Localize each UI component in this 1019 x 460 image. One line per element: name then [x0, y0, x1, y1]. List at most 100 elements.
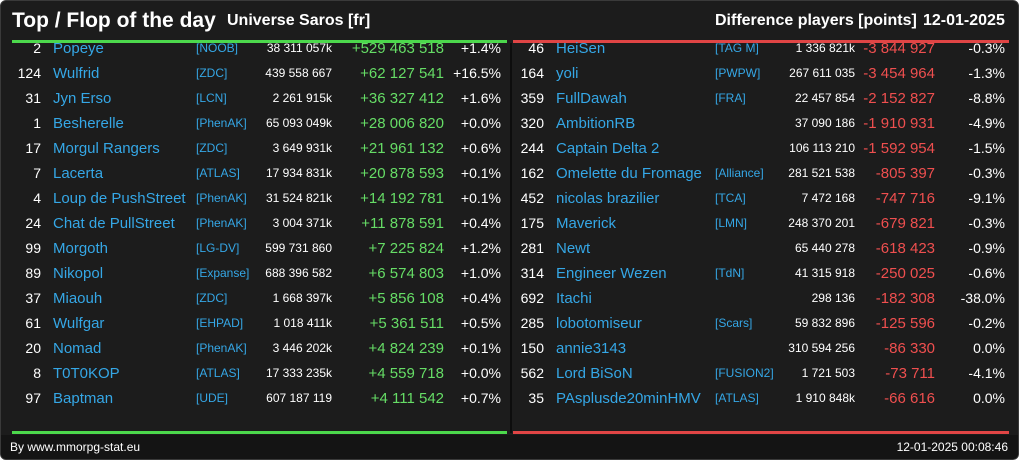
player-points: 65 093 049k — [265, 116, 332, 130]
player-name-link[interactable]: Omelette du Fromage — [556, 165, 702, 182]
alliance-tag-link[interactable]: [FUSION2] — [715, 366, 774, 380]
player-name-link[interactable]: Wulfgar — [53, 315, 105, 332]
player-points: 2 261 915k — [272, 91, 332, 105]
flop-row: 164 yoli [PWPW] 267 611 035 -3 454 964 -1.3% — [504, 61, 1005, 86]
alliance-tag-link[interactable]: [LG-DV] — [196, 241, 240, 255]
alliance-tag-link[interactable]: [PhenAK] — [196, 341, 247, 355]
player-rank: 320 — [520, 115, 544, 131]
alliance-tag-link[interactable]: [ZDC] — [196, 141, 228, 155]
alliance-tag-link[interactable]: [PhenAK] — [196, 116, 247, 130]
player-name-link[interactable]: nicolas brazilier — [556, 190, 660, 207]
alliance-tag-link[interactable]: [UDE] — [196, 391, 229, 405]
player-name-link[interactable]: Besherelle — [53, 115, 124, 132]
player-points: 37 090 186 — [794, 116, 855, 130]
player-name-link[interactable]: T0T0KOP — [53, 365, 120, 382]
top-row: 99 Morgoth [LG-DV] 599 731 860 +7 225 824 +1.… — [1, 236, 501, 261]
header: Top / Flop of the day Universe Saros [fr… — [1, 1, 1018, 41]
points-difference: +14 192 781 — [360, 190, 444, 207]
player-points: 281 521 538 — [788, 166, 855, 180]
player-points: 607 187 119 — [266, 391, 332, 405]
alliance-tag-link[interactable]: [TAG M] — [715, 41, 759, 55]
percent-change: 0.0% — [973, 340, 1005, 356]
player-points: 65 440 278 — [794, 241, 855, 255]
alliance-tag-link[interactable]: [Alliance] — [715, 166, 764, 180]
player-name-link[interactable]: Itachi — [556, 290, 592, 307]
points-difference: +529 463 518 — [351, 40, 444, 57]
percent-change: -0.3% — [968, 165, 1005, 181]
player-rank: 46 — [528, 40, 544, 56]
player-name-link[interactable]: lobotomiseur — [556, 315, 642, 332]
alliance-tag-link[interactable]: [TCA] — [715, 191, 746, 205]
player-name-link[interactable]: yoli — [556, 65, 579, 82]
player-name-link[interactable]: Maverick — [556, 215, 617, 232]
alliance-tag-link[interactable]: [PWPW] — [715, 66, 761, 80]
alliance-tag-link[interactable]: [TdN] — [715, 266, 745, 280]
player-rank: 61 — [25, 315, 41, 331]
alliance-tag-link[interactable]: [ZDC] — [196, 291, 228, 305]
player-name-link[interactable]: AmbitionRB — [556, 115, 636, 132]
percent-change: +1.0% — [460, 265, 501, 281]
alliance-tag-link[interactable]: [ATLAS] — [715, 391, 759, 405]
alliance-tag-link[interactable]: [ATLAS] — [196, 366, 240, 380]
player-name-link[interactable]: Morgul Rangers — [53, 140, 160, 157]
player-points: 439 558 667 — [265, 66, 332, 80]
alliance-tag-link[interactable]: [ATLAS] — [196, 166, 240, 180]
player-name-link[interactable]: Captain Delta 2 — [556, 140, 660, 157]
player-name-link[interactable]: Lacerta — [53, 165, 104, 182]
player-name-link[interactable]: annie3143 — [556, 340, 627, 357]
alliance-tag-link[interactable]: [NOOB] — [196, 41, 239, 55]
player-name-link[interactable]: Jyn Erso — [53, 90, 112, 107]
player-rank: 89 — [25, 265, 41, 281]
flop-row: 452 nicolas brazilier [TCA] 7 472 168 -747 7… — [504, 186, 1005, 211]
player-rank: 99 — [25, 240, 41, 256]
player-name-link[interactable]: Morgoth — [53, 240, 109, 257]
player-name-link[interactable]: Baptman — [53, 390, 114, 407]
player-name-link[interactable]: HeiSen — [556, 40, 606, 57]
player-name-link[interactable]: PAsplusde20minHMV — [556, 390, 701, 407]
player-rank: 1 — [33, 115, 41, 131]
player-name-link[interactable]: Popeye — [53, 40, 104, 57]
byline-link[interactable]: By www.mmorpg-stat.eu — [10, 440, 141, 454]
flop-row: 150 annie3143 310 594 256 -86 330 0.0% — [504, 336, 1005, 361]
player-name-link[interactable]: Nomad — [53, 340, 102, 357]
player-points: 1 721 503 — [801, 366, 855, 380]
percent-change: -0.3% — [968, 40, 1005, 56]
player-name-link[interactable]: Chat de PullStreet — [53, 215, 175, 232]
top-row: 17 Morgul Rangers [ZDC] 3 649 931k +21 961 1… — [1, 136, 501, 161]
player-rank: 31 — [25, 90, 41, 106]
player-rank: 7 — [33, 165, 41, 181]
timestamp: 12-01-2025 00:08:46 — [896, 440, 1008, 454]
alliance-tag-link[interactable]: [ZDC] — [196, 66, 228, 80]
percent-change: +0.4% — [460, 290, 501, 306]
footer: By www.mmorpg-stat.eu 12-01-2025 00:08:4… — [1, 435, 1018, 459]
points-difference: -679 821 — [875, 215, 935, 232]
percent-change: +0.4% — [460, 215, 501, 231]
alliance-tag-link[interactable]: [FRA] — [715, 91, 746, 105]
player-name-link[interactable]: Wulfrid — [53, 65, 100, 82]
alliance-tag-link[interactable]: [PhenAK] — [196, 191, 247, 205]
points-difference: -86 330 — [884, 340, 935, 357]
flop-row: 162 Omelette du Fromage [Alliance] 281 521 … — [504, 161, 1005, 186]
player-name-link[interactable]: Newt — [556, 240, 591, 257]
percent-change: +1.4% — [460, 40, 501, 56]
alliance-tag-link[interactable]: [LMN] — [715, 216, 748, 230]
player-name-link[interactable]: Loup de PushStreet — [53, 190, 186, 207]
player-name-link[interactable]: Engineer Wezen — [556, 265, 667, 282]
player-name-link[interactable]: FullDawah — [556, 90, 627, 107]
alliance-tag-link[interactable]: [EHPAD] — [196, 316, 244, 330]
alliance-tag-link[interactable]: [Scars] — [715, 316, 753, 330]
points-difference: +4 111 542 — [370, 390, 444, 407]
player-name-link[interactable]: Lord BiSoN — [556, 365, 633, 382]
player-name-link[interactable]: Miaouh — [53, 290, 103, 307]
player-name-link[interactable]: Nikopol — [53, 265, 104, 282]
player-rank: 97 — [25, 390, 41, 406]
alliance-tag-link[interactable]: [PhenAK] — [196, 216, 247, 230]
points-difference: -1 592 954 — [863, 140, 935, 157]
points-difference: -182 308 — [875, 290, 935, 307]
alliance-tag-link[interactable]: [LCN] — [196, 91, 227, 105]
date-label: 12-01-2025 — [923, 12, 1005, 29]
alliance-tag-link[interactable]: [Expanse] — [196, 266, 250, 280]
percent-change: +1.2% — [460, 240, 501, 256]
points-difference: +6 574 803 — [368, 265, 445, 282]
